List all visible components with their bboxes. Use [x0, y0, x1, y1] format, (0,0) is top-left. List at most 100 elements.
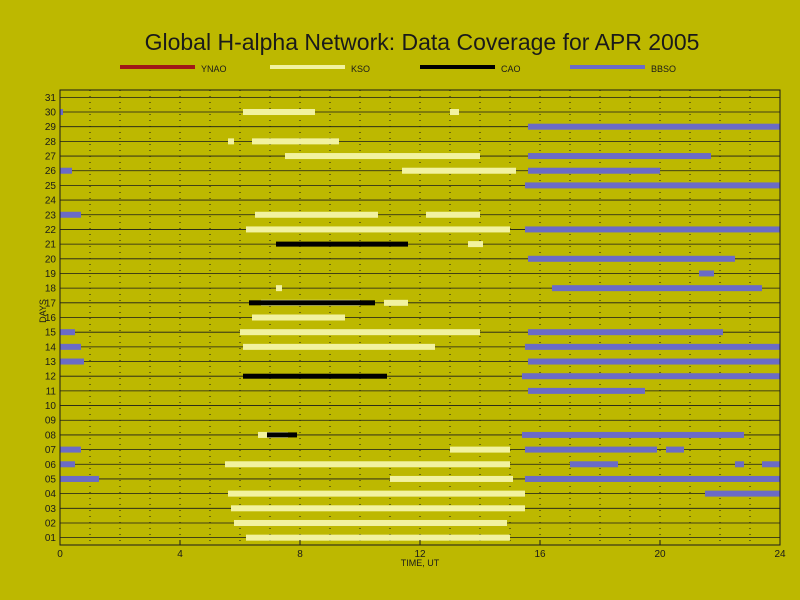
coverage-bar-bbso — [528, 387, 645, 394]
y-tick-label: 27 — [45, 152, 57, 163]
y-tick-label: 07 — [45, 445, 57, 456]
coverage-bar-kso — [231, 505, 525, 512]
coverage-bar-bbso — [666, 446, 684, 453]
coverage-bar-kso — [225, 461, 510, 468]
y-tick-label: 15 — [45, 328, 57, 339]
coverage-bar-bbso — [525, 446, 657, 453]
legend-swatch-cao — [420, 65, 495, 69]
y-tick-label: 14 — [45, 342, 57, 353]
x-tick-label: 24 — [774, 549, 786, 560]
y-tick-label: 18 — [45, 284, 57, 295]
coverage-bar-bbso — [528, 329, 723, 336]
coverage-bar-cao — [243, 373, 387, 379]
coverage-bar-bbso — [60, 446, 81, 453]
y-tick-label: 01 — [45, 533, 57, 544]
coverage-bars — [60, 109, 780, 541]
x-axis-ticks: 0 4 8 12 16 20 24 — [57, 540, 786, 560]
coverage-bar-bbso — [528, 358, 780, 365]
coverage-bar-bbso — [60, 211, 81, 218]
coverage-bar-kso — [252, 314, 345, 321]
y-tick-label: 21 — [45, 240, 57, 251]
coverage-bar-bbso — [525, 475, 780, 482]
y-tick-label: 09 — [45, 416, 57, 427]
coverage-bar-bbso — [705, 490, 780, 497]
coverage-bar-kso — [390, 475, 513, 482]
x-tick-label: 16 — [534, 549, 546, 560]
coverage-bar-bbso — [522, 373, 780, 380]
y-tick-label: 02 — [45, 518, 57, 529]
coverage-bar-bbso — [525, 226, 780, 233]
chart-title: Global H-alpha Network: Data Coverage fo… — [145, 29, 700, 55]
coverage-bar-bbso — [60, 461, 75, 468]
coverage-bar-kso — [240, 329, 480, 336]
x-tick-label: 12 — [414, 549, 426, 560]
coverage-bar-kso — [450, 446, 510, 453]
coverage-bar-kso — [276, 285, 282, 292]
y-tick-label: 22 — [45, 225, 57, 236]
x-tick-label: 0 — [57, 549, 63, 560]
coverage-bar-kso — [426, 211, 480, 218]
y-tick-label: 05 — [45, 474, 57, 485]
y-tick-label: 10 — [45, 401, 57, 412]
coverage-bar-bbso — [762, 461, 780, 468]
legend-label-bbso: BBSO — [651, 64, 676, 74]
y-tick-label: 17 — [45, 298, 57, 309]
coverage-bar-kso — [285, 153, 480, 160]
coverage-bar-bbso — [60, 343, 81, 350]
coverage-bar-bbso — [522, 431, 744, 438]
legend: YNAO KSO CAO BBSO — [120, 64, 676, 74]
coverage-bar-cao — [249, 300, 375, 306]
coverage-bar-kso — [243, 109, 315, 116]
y-tick-label: 25 — [45, 181, 57, 192]
y-tick-label: 24 — [45, 196, 57, 207]
y-tick-label: 11 — [46, 386, 57, 397]
coverage-bar-cao — [276, 241, 408, 247]
coverage-bar-bbso — [525, 343, 780, 350]
legend-swatch-ynao — [120, 65, 195, 69]
y-tick-label: 03 — [45, 504, 57, 515]
coverage-bar-kso — [243, 343, 435, 350]
coverage-bar-bbso — [528, 255, 735, 262]
x-axis-label: TIME, UT — [401, 558, 440, 568]
y-tick-label: 19 — [45, 269, 57, 280]
coverage-bar-bbso — [60, 329, 75, 336]
legend-label-cao: CAO — [501, 64, 521, 74]
coverage-bar-bbso — [699, 270, 714, 277]
coverage-bar-kso — [255, 211, 378, 218]
coverage-bar-kso — [450, 109, 459, 116]
coverage-bar-bbso — [528, 167, 660, 174]
y-tick-label: 12 — [45, 372, 57, 383]
y-tick-label: 08 — [45, 430, 57, 441]
legend-swatch-bbso — [570, 65, 645, 69]
coverage-bar-kso — [234, 519, 507, 526]
x-tick-label: 4 — [177, 549, 183, 560]
y-axis-label: DAYS — [38, 299, 48, 323]
coverage-bar-kso — [384, 299, 408, 306]
y-tick-label: 13 — [45, 357, 57, 368]
y-tick-label: 06 — [45, 460, 57, 471]
coverage-bar-cao — [267, 432, 297, 438]
legend-label-ynao: YNAO — [201, 64, 227, 74]
legend-swatch-kso — [270, 65, 345, 69]
y-tick-label: 23 — [45, 210, 57, 221]
coverage-bar-bbso — [552, 285, 762, 292]
coverage-bar-kso — [246, 534, 510, 541]
y-tick-label: 29 — [45, 122, 57, 133]
coverage-bar-bbso — [735, 461, 744, 468]
coverage-bar-kso — [252, 138, 339, 145]
coverage-bar-kso — [228, 138, 234, 145]
y-axis-ticks: 01 02 03 04 05 06 07 08 09 10 11 12 13 14 15 16 17 18 19 20… — [45, 93, 57, 544]
y-tick-label: 28 — [45, 137, 57, 148]
y-tick-label: 04 — [45, 489, 57, 500]
y-tick-label: 30 — [45, 108, 57, 119]
legend-label-kso: KSO — [351, 64, 370, 74]
coverage-bar-kso — [468, 241, 483, 248]
coverage-bar-bbso — [60, 167, 72, 174]
coverage-bar-bbso — [528, 123, 780, 130]
y-tick-label: 31 — [45, 93, 57, 104]
coverage-bar-bbso — [525, 182, 780, 189]
y-tick-label: 16 — [45, 313, 57, 324]
coverage-bar-bbso — [60, 358, 84, 365]
coverage-bar-kso — [402, 167, 516, 174]
